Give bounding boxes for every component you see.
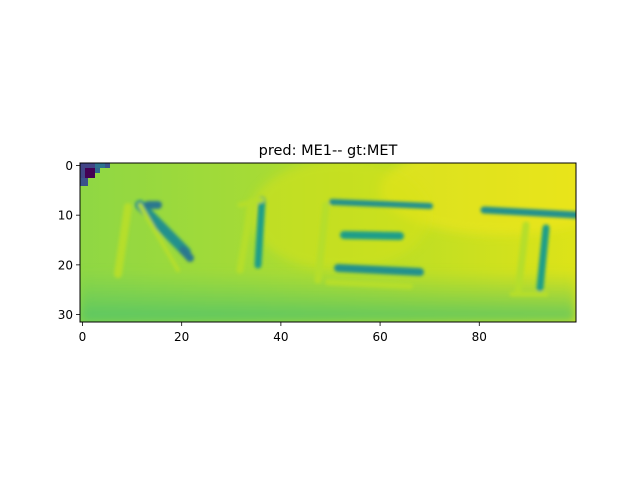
x-tick-label: 60 <box>372 330 387 344</box>
heatmap-dark-corner <box>80 163 110 186</box>
x-tick-label: 20 <box>174 330 189 344</box>
heatmap-bright-region-2 <box>250 163 430 270</box>
y-tick-label: 0 <box>65 159 73 173</box>
y-tick-label: 30 <box>58 308 73 322</box>
x-tick-label: 0 <box>79 330 87 344</box>
y-axis: 0 10 20 30 <box>58 159 80 322</box>
x-tick-label: 40 <box>273 330 288 344</box>
letter-e <box>314 199 433 289</box>
letter-m <box>114 196 266 278</box>
letter-strokes <box>114 196 576 297</box>
letter-t <box>480 206 576 297</box>
x-tick-label: 80 <box>472 330 487 344</box>
chart-title: pred: ME1-- gt:MET <box>259 143 398 159</box>
y-tick-label: 20 <box>58 258 73 272</box>
heatmap-image <box>80 163 576 322</box>
heatmap-bottom-band <box>80 270 576 322</box>
axes-frame <box>79 162 577 323</box>
x-axis: 0 20 40 60 80 <box>79 322 487 344</box>
y-tick-label: 10 <box>58 209 73 223</box>
